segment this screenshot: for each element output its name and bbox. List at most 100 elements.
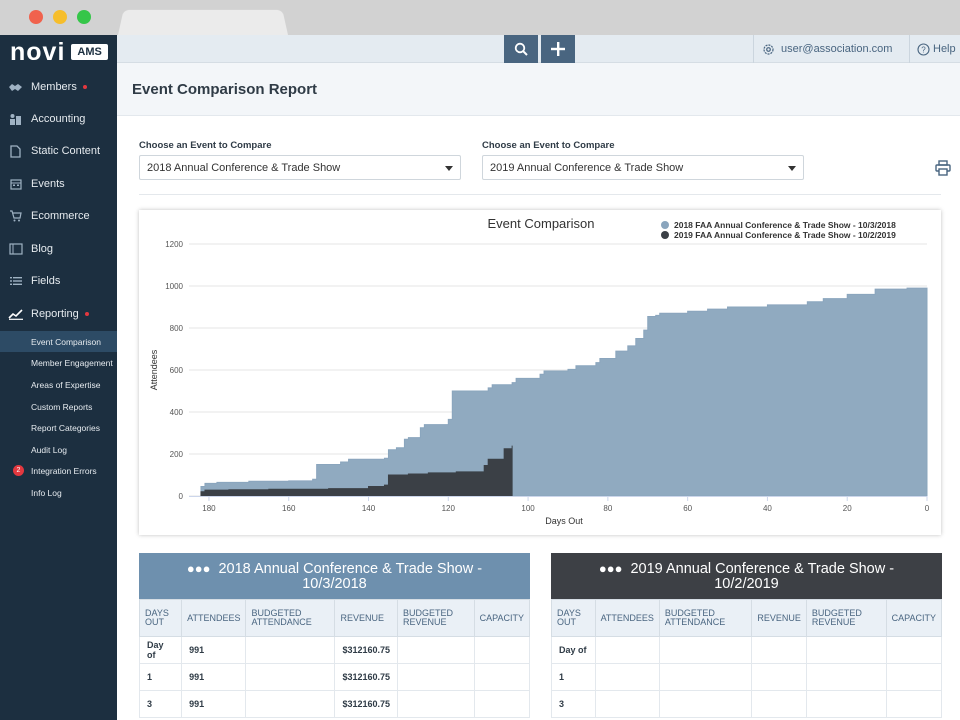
column-header[interactable]: DAYS OUT <box>551 599 596 637</box>
event-comparison-chart: 0 200 400 600 800 1000 1200 180 160 140 120 100 80 60… <box>139 210 941 535</box>
accounting-icon <box>0 113 31 126</box>
series-area-2[interactable] <box>200 445 513 497</box>
x-tick-label: 80 <box>603 504 612 513</box>
table-cell-attendees <box>594 636 660 664</box>
event-select-left[interactable]: 2018 Annual Conference & Trade Show <box>139 155 461 180</box>
sidebar-item-reporting[interactable]: Reporting <box>0 301 117 327</box>
legend-item[interactable]: 2019 FAA Annual Conference & Trade Show … <box>674 230 896 240</box>
column-header[interactable]: CAPACITY <box>885 599 942 637</box>
event-table-2018: ●●● 2018 Annual Conference & Trade Show -… <box>139 553 530 720</box>
table-title-line2: 10/2/2019 <box>714 575 779 592</box>
x-tick-label: 180 <box>202 504 216 513</box>
browser-tab[interactable] <box>118 9 288 36</box>
table-cell-revenue: $312160.75 <box>334 690 399 718</box>
sidebar-item-members[interactable]: Members <box>0 74 117 100</box>
sidebar-item-label: Ecommerce <box>31 210 90 222</box>
novi-ams-logo[interactable]: novi AMS <box>10 39 108 65</box>
calendar-icon <box>0 178 31 190</box>
search-icon <box>514 42 528 56</box>
svg-text:?: ? <box>921 45 926 54</box>
column-header[interactable]: CAPACITY <box>473 599 530 637</box>
x-tick-label: 160 <box>282 504 296 513</box>
help-icon: ? <box>917 42 930 56</box>
data-table: DAYS OUT ATTENDEES BUDGETED ATTENDANCE REVE… <box>551 599 942 718</box>
legend-marker <box>661 231 669 239</box>
title-bar: Event Comparison Report <box>117 63 960 116</box>
column-header[interactable]: DAYS OUT <box>139 599 183 637</box>
table-header-2018: ●●● 2018 Annual Conference & Trade Show -… <box>139 553 530 599</box>
print-button[interactable] <box>935 160 951 181</box>
table-cell-budgeted-revenue <box>397 663 475 691</box>
table-cell-revenue <box>751 663 807 691</box>
caret-down-icon <box>788 166 796 171</box>
table-cell-attendees: 991 <box>181 636 247 664</box>
sidebar-item-ecommerce[interactable]: Ecommerce <box>0 203 117 229</box>
column-header[interactable]: BUDGETED ATTENDANCE <box>245 599 336 637</box>
table-cell-attendees: 991 <box>181 663 247 691</box>
event-select-right[interactable]: 2019 Annual Conference & Trade Show <box>482 155 804 180</box>
table-row: 3 <box>551 690 942 718</box>
column-header[interactable]: ATTENDEES <box>181 599 247 637</box>
people-icon: ●●● <box>186 560 211 576</box>
table-cell-days-out: Day of <box>139 636 183 664</box>
sidebar-item-label: Members <box>31 81 77 93</box>
column-header[interactable]: BUDGETED ATTENDANCE <box>658 599 753 637</box>
window-close-button[interactable] <box>29 10 43 24</box>
y-tick-label: 1000 <box>165 282 183 291</box>
table-cell-revenue: $312160.75 <box>334 636 399 664</box>
table-cell-revenue: $312160.75 <box>334 663 399 691</box>
add-button[interactable] <box>541 35 575 63</box>
column-header[interactable]: BUDGETED REVENUE <box>805 599 887 637</box>
y-tick-label: 800 <box>170 324 184 333</box>
table-cell-budgeted-revenue <box>397 690 475 718</box>
table-row: Day of 991 $312160.75 <box>139 636 530 664</box>
help-button[interactable]: ? Help <box>909 35 960 63</box>
sidebar-item-events[interactable]: Events <box>0 171 117 197</box>
user-email: user@association.com <box>781 43 893 55</box>
sidebar-sub-member-engagement[interactable]: Member Engagement <box>31 357 113 368</box>
sidebar-item-static-content[interactable]: Static Content <box>0 138 117 164</box>
sidebar-sub-custom-reports[interactable]: Custom Reports <box>31 401 93 412</box>
column-header[interactable]: REVENUE <box>334 599 399 637</box>
sidebar-item-blog[interactable]: Blog <box>0 236 117 262</box>
legend-marker <box>661 221 669 229</box>
window-minimize-button[interactable] <box>53 10 67 24</box>
sidebar-sub-areas-of-expertise[interactable]: Areas of Expertise <box>31 379 101 390</box>
sidebar-sub-event-comparison[interactable]: Event Comparison <box>0 331 117 352</box>
user-menu[interactable]: user@association.com <box>753 35 908 63</box>
window-maximize-button[interactable] <box>77 10 91 24</box>
x-tick-label: 100 <box>521 504 535 513</box>
event-select-value: 2019 Annual Conference & Trade Show <box>490 161 684 174</box>
table-cell-days-out: 3 <box>551 690 596 718</box>
sidebar-item-accounting[interactable]: Accounting <box>0 106 117 132</box>
search-button[interactable] <box>504 35 538 63</box>
table-cell-budgeted-revenue <box>805 636 887 664</box>
sidebar-sub-integration-errors[interactable]: 2 Integration Errors <box>0 460 117 481</box>
chart-title: Event Comparison <box>488 216 595 231</box>
x-tick-label: 40 <box>763 504 772 513</box>
blog-icon <box>0 243 31 255</box>
sidebar-sub-audit-log[interactable]: Audit Log <box>31 444 67 455</box>
table-cell-revenue <box>751 636 807 664</box>
table-cell-days-out: Day of <box>551 636 596 664</box>
series-area-1[interactable] <box>200 287 928 497</box>
table-cell-capacity <box>473 690 530 718</box>
column-header[interactable]: ATTENDEES <box>594 599 660 637</box>
y-tick-label: 400 <box>170 408 184 417</box>
event-select-label-right: Choose an Event to Compare <box>482 140 615 151</box>
x-axis-label: Days Out <box>545 516 583 526</box>
sidebar-sub-info-log[interactable]: Info Log <box>31 487 62 498</box>
column-header[interactable]: REVENUE <box>751 599 807 637</box>
sidebar-sub-report-categories[interactable]: Report Categories <box>31 422 100 433</box>
table-cell-capacity <box>885 663 942 691</box>
sidebar-item-fields[interactable]: Fields <box>0 268 117 294</box>
alert-dot <box>82 85 87 89</box>
table-cell-revenue <box>751 690 807 718</box>
sidebar-sub-label: Integration Errors <box>31 465 97 476</box>
legend-item[interactable]: 2018 FAA Annual Conference & Trade Show … <box>674 220 896 230</box>
table-header-2019: ●●● 2019 Annual Conference & Trade Show -… <box>551 553 942 599</box>
table-row: 1 <box>551 663 942 691</box>
error-count-badge: 2 <box>13 465 24 476</box>
table-cell-budgeted-attendance <box>245 636 336 664</box>
column-header[interactable]: BUDGETED REVENUE <box>397 599 475 637</box>
